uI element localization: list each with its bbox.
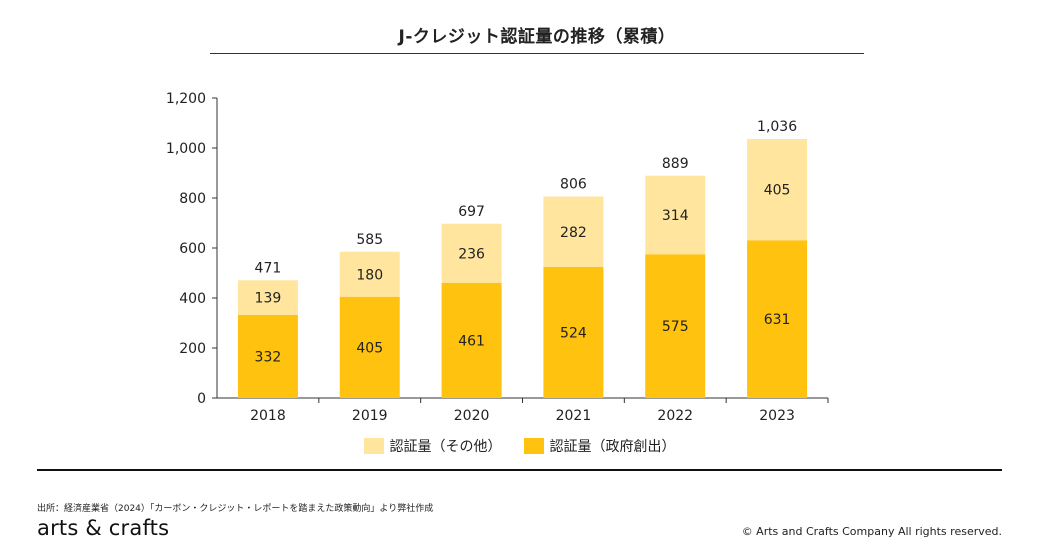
legend-label-government: 認証量（政府創出）	[549, 439, 676, 455]
x-tick-label: 2020	[454, 408, 490, 424]
data-label-government: 461	[458, 333, 485, 349]
legend-item-government: 認証量（政府創出）	[523, 436, 676, 456]
data-label-other: 282	[560, 225, 587, 241]
data-label-government: 524	[560, 326, 587, 342]
chart-legend: 認証量（その他） 認証量（政府創出）	[0, 436, 1039, 456]
chart-title: J-クレジット認証量の推移（累積）	[398, 27, 676, 47]
data-label-total: 697	[458, 204, 485, 220]
company-logo: arts & crafts	[37, 516, 170, 540]
y-tick-label: 200	[179, 341, 206, 357]
y-tick-label: 0	[197, 391, 206, 407]
data-label-total: 585	[356, 232, 383, 248]
y-tick-label: 1,000	[166, 141, 206, 157]
data-label-other: 180	[356, 267, 383, 283]
copyright-text: © Arts and Crafts Company All rights res…	[741, 525, 1002, 538]
x-tick-label: 2023	[759, 408, 795, 424]
legend-swatch-government	[523, 438, 544, 454]
data-label-other: 236	[458, 246, 485, 262]
y-tick-label: 800	[179, 191, 206, 207]
x-tick-label: 2018	[250, 408, 286, 424]
bar-government	[339, 296, 400, 398]
x-tick-label: 2022	[657, 408, 693, 424]
data-label-total: 889	[662, 156, 689, 172]
bar-other	[441, 223, 502, 283]
bar-government	[645, 254, 706, 398]
bar-other	[237, 280, 298, 315]
data-label-other: 314	[662, 208, 689, 224]
bar-other	[543, 196, 604, 267]
title-divider	[210, 53, 864, 54]
bar-other	[747, 139, 808, 241]
footer-divider	[37, 469, 1002, 471]
bar-other	[645, 175, 706, 255]
data-label-government: 405	[356, 340, 383, 356]
y-tick-label: 400	[179, 291, 206, 307]
bar-government	[237, 315, 298, 398]
x-tick-label: 2021	[556, 408, 592, 424]
data-label-other: 405	[764, 183, 791, 199]
data-label-government: 575	[662, 319, 689, 335]
bar-government	[441, 282, 502, 398]
bar-other	[339, 251, 400, 297]
bar-government	[543, 267, 604, 398]
y-tick-label: 1,200	[166, 91, 206, 107]
data-label-other: 139	[255, 291, 282, 307]
bar-government	[747, 240, 808, 398]
data-label-government: 332	[255, 350, 282, 366]
stacked-bar-chart: 0 200 400 600 800 1,000 1,200 332 139 471 2018 405 1…	[166, 91, 829, 424]
legend-label-other: 認証量（その他）	[389, 439, 502, 455]
data-label-government: 631	[764, 312, 791, 328]
data-label-total: 1,036	[757, 119, 797, 135]
legend-swatch-other	[363, 438, 384, 454]
data-label-total: 471	[255, 260, 282, 276]
data-label-total: 806	[560, 177, 587, 193]
x-tick-label: 2019	[352, 408, 388, 424]
source-note: 出所：経済産業省（2024）「カーボン・クレジット・レポートを踏まえた政策動向」…	[37, 504, 434, 514]
y-tick-label: 600	[179, 241, 206, 257]
legend-item-other: 認証量（その他）	[363, 436, 502, 456]
